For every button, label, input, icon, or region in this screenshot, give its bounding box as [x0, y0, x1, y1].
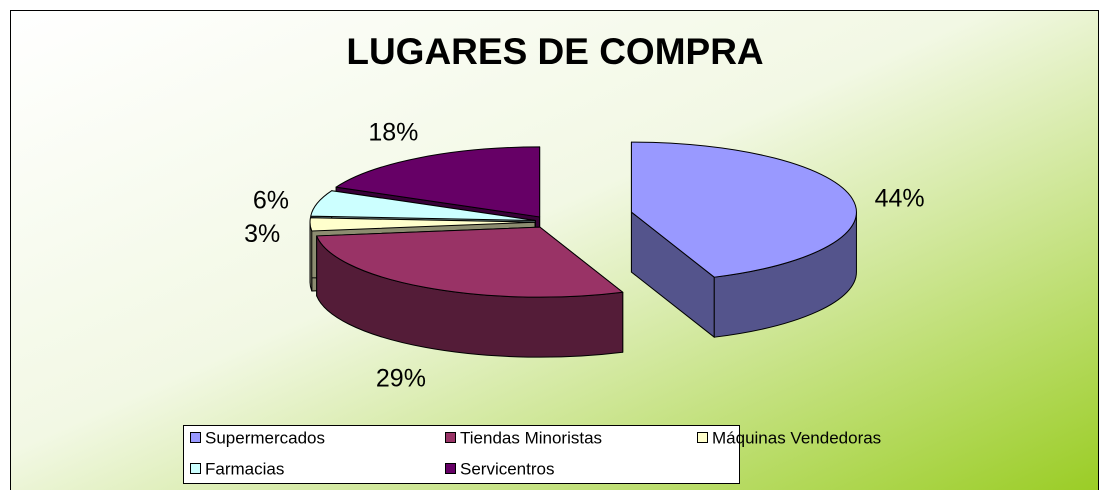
- legend-label: Farmacias: [205, 459, 284, 478]
- slice: [630, 141, 857, 278]
- data-label: 44%: [875, 184, 925, 212]
- slice: [310, 190, 536, 222]
- legend-swatch: [697, 432, 708, 443]
- data-label: 3%: [244, 220, 280, 248]
- legend-swatch: [190, 463, 201, 474]
- legend-swatch: [190, 432, 201, 443]
- slice: [316, 226, 624, 298]
- legend-swatch: [445, 432, 456, 443]
- data-label: 6%: [253, 186, 289, 214]
- legend: [183, 425, 740, 484]
- data-label: 29%: [376, 364, 426, 392]
- slice: [309, 217, 536, 232]
- legend-swatch: [445, 463, 456, 474]
- legend-label: Servicentros: [460, 459, 554, 478]
- slice-wall: [309, 221, 313, 292]
- slice: [335, 146, 541, 218]
- chart-title: LUGARES DE COMPRA: [346, 31, 763, 72]
- data-label: 18%: [368, 118, 418, 146]
- legend-label: Supermercados: [205, 428, 325, 447]
- legend-label: Máquinas Vendedoras: [712, 428, 881, 447]
- legend-label: Tiendas Minoristas: [460, 428, 602, 447]
